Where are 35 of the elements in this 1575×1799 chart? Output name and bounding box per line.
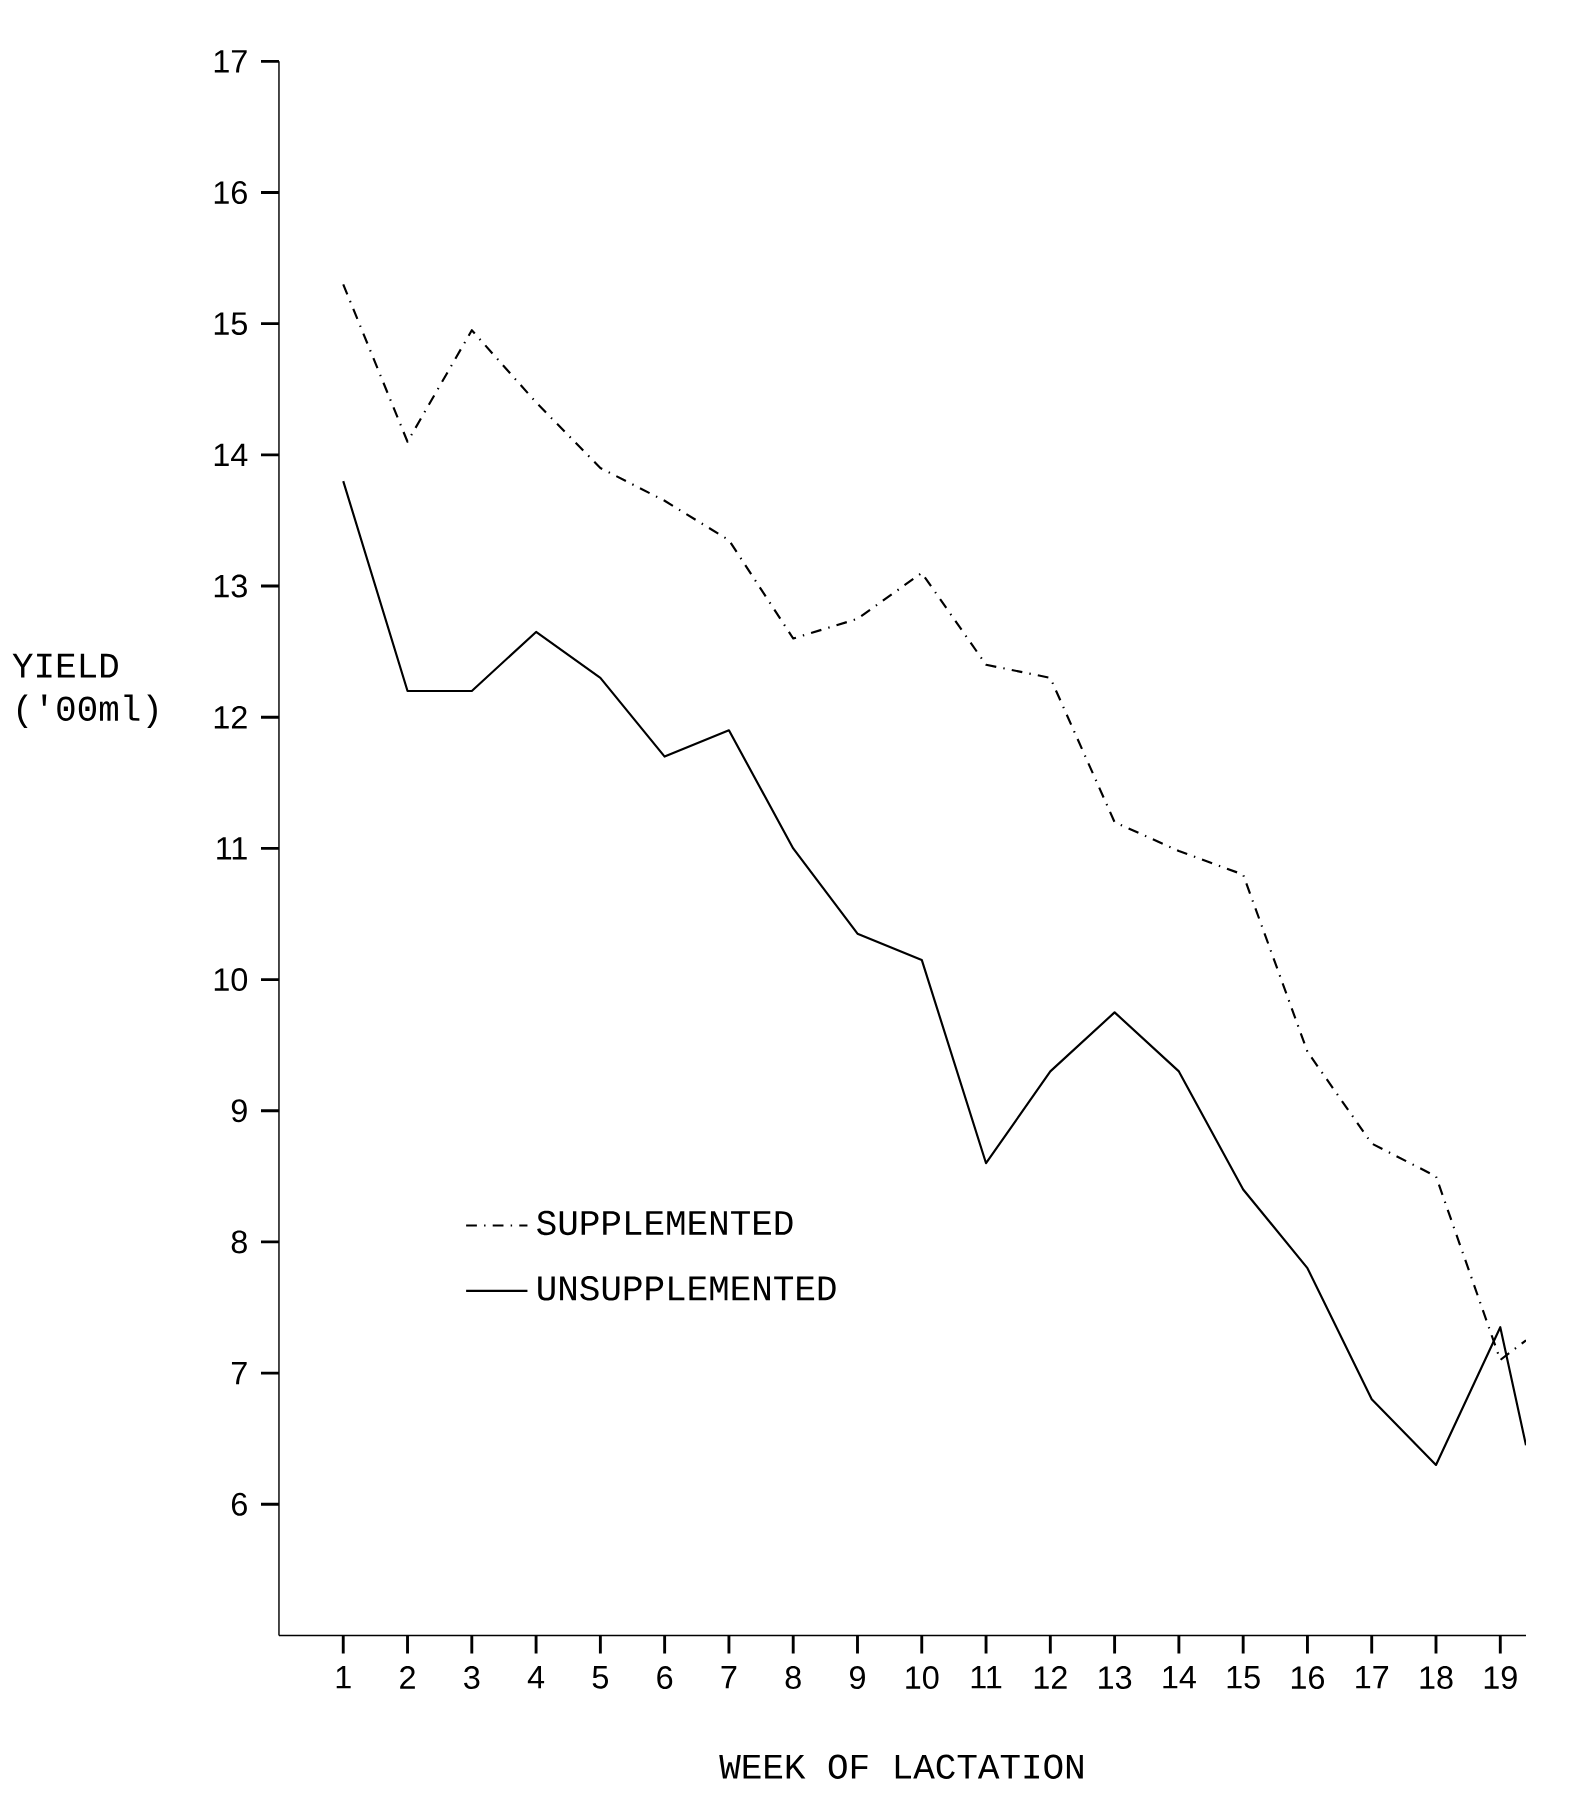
x-tick-label: 16: [1291, 1666, 1324, 1690]
y-tick-label: 8: [231, 1230, 247, 1254]
x-tick-label: 5: [592, 1666, 608, 1689]
y-axis-title: YIELD ('00ml): [12, 653, 157, 729]
x-tick-label: 19: [1484, 1666, 1517, 1690]
x-tick-label: 2: [400, 1666, 415, 1689]
y-tick-label: 9: [231, 1099, 247, 1123]
y-tick-label: 14: [214, 443, 248, 466]
x-tick-label: 4: [527, 1666, 545, 1689]
x-tick-label: 9: [849, 1666, 865, 1690]
y-tick-label: 6: [231, 1492, 247, 1516]
x-axis-title: WEEK OF LACTATION: [719, 1754, 1083, 1779]
x-tick-label: 3: [464, 1666, 480, 1690]
y-tick-label: 15: [214, 312, 247, 335]
y-tick-label: 17: [214, 50, 247, 73]
legend-label: SUPPLEMENTED: [537, 1210, 793, 1236]
y-tick-label: 7: [231, 1361, 247, 1385]
x-tick-label: 15: [1227, 1666, 1260, 1689]
x-tick-label: 13: [1099, 1666, 1132, 1690]
y-tick-label: 16: [214, 181, 247, 204]
x-tick-label: 6: [657, 1666, 673, 1690]
y-tick-label: 13: [214, 574, 247, 598]
x-tick-label: 1: [336, 1666, 351, 1689]
y-tick-label: 11: [217, 837, 247, 860]
x-tick-label: 7: [721, 1666, 737, 1689]
y-tick-label: 12: [214, 705, 247, 729]
x-tick-label: 17: [1356, 1666, 1389, 1689]
x-tick-label: 12: [1034, 1666, 1067, 1689]
x-tick-label: 8: [785, 1666, 801, 1690]
legend-label: UNSUPPLEMENTED: [538, 1276, 836, 1301]
y-tick-label: 10: [214, 968, 248, 992]
x-tick-label: 14: [1163, 1666, 1196, 1689]
x-tick-label: 11: [971, 1666, 1002, 1689]
x-tick-label: 18: [1420, 1666, 1453, 1690]
x-tick-label: 10: [906, 1666, 939, 1690]
